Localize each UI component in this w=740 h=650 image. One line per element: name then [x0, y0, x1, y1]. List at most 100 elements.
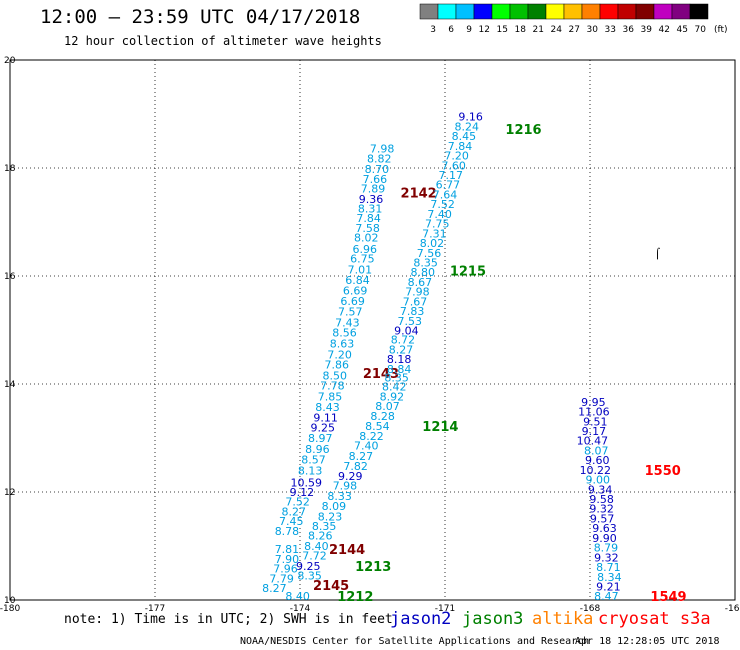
- y-tick-label: 16: [4, 272, 16, 282]
- swh-value-label: 9.21: [596, 581, 621, 594]
- swh-value-label: 8.71: [596, 561, 621, 574]
- footer-note: note: 1) Time is in UTC; 2) SWH is in fe…: [64, 612, 393, 627]
- buoy-marker-icon: ⌠: [655, 247, 660, 260]
- pass-time-label: 2145: [313, 579, 349, 594]
- swh-value-label: 7.45: [279, 515, 304, 528]
- swh-value-label: 6.77: [436, 179, 461, 192]
- swh-value-label: 7.90: [275, 553, 300, 566]
- swh-value-label: 7.86: [324, 359, 349, 372]
- swh-value-label: 9.00: [585, 474, 610, 487]
- colorbar-label: 21: [533, 25, 544, 35]
- swh-value-label: 7.78: [320, 380, 345, 393]
- colorbar-label: 24: [551, 25, 563, 35]
- swh-value-label: 8.22: [359, 430, 384, 443]
- swh-value-label: 10.22: [580, 464, 612, 477]
- swh-value-label: 8.07: [375, 400, 400, 413]
- map-subtitle: 12 hour collection of altimeter wave hei…: [64, 34, 382, 48]
- swh-value-label: 8.47: [594, 590, 619, 603]
- swh-value-label: 7.57: [338, 306, 363, 319]
- colorbar-label: 27: [569, 25, 580, 35]
- swh-value-label: 9.17: [582, 425, 607, 438]
- swh-value-label: 9.29: [338, 470, 363, 483]
- swh-value-label: 7.20: [327, 348, 352, 361]
- pass-time-label: 1212: [337, 590, 373, 605]
- swh-value-label: 7.43: [335, 316, 360, 329]
- swh-value-label: 8.57: [301, 454, 326, 467]
- swh-value-label: 7.85: [318, 390, 343, 403]
- swh-value-label: 8.40: [285, 590, 310, 603]
- swh-value-label: 8.45: [452, 130, 477, 143]
- swh-value-label: 8.27: [389, 343, 414, 356]
- swh-value-label: 8.43: [315, 401, 340, 414]
- y-tick-label: 18: [4, 164, 16, 174]
- pass-time-label: 1549: [650, 590, 686, 605]
- x-tick-label: -165: [725, 604, 740, 614]
- swh-value-label: 7.89: [361, 183, 386, 196]
- swh-value-label: 9.90: [592, 532, 617, 545]
- swh-value-label: 7.52: [430, 198, 455, 211]
- pass-time-label: 2144: [329, 543, 365, 558]
- colorbar-label: 33: [605, 25, 616, 35]
- pass-time-label: 1216: [505, 123, 541, 138]
- swh-value-label: 7.98: [333, 480, 358, 493]
- swh-value-label: 8.24: [455, 120, 480, 133]
- swh-value-label: 7.40: [354, 440, 379, 453]
- swh-value-label: 8.09: [322, 500, 347, 513]
- swh-value-label: 6.69: [343, 285, 368, 298]
- swh-value-label: 7.67: [403, 295, 428, 308]
- swh-value-label: 8.13: [298, 464, 323, 477]
- mission-jason3: jason3: [462, 609, 524, 629]
- swh-value-label: 7.56: [417, 247, 442, 260]
- swh-value-label: 8.18: [387, 353, 412, 366]
- generated-timestamp: Apr 18 12:28:05 UTC 2018: [575, 636, 720, 647]
- colorbar-label: (ft): [714, 25, 728, 35]
- y-tick-label: 12: [4, 488, 15, 498]
- swh-value-label: 7.98: [370, 143, 395, 156]
- swh-value-label: 9.04: [394, 325, 419, 338]
- track-2145-2142: 8.277.797.967.907.818.787.458.277.529.12…: [262, 143, 437, 596]
- swh-value-label: 7.82: [343, 460, 368, 473]
- swh-value-label: 8.78: [275, 525, 300, 538]
- swh-value-label: 7.64: [433, 188, 458, 201]
- swh-value-label: 9.16: [458, 111, 483, 124]
- swh-value-label: 7.31: [422, 227, 447, 240]
- colorbar-label: 70: [695, 25, 707, 35]
- colorbar-swatch: [689, 3, 709, 20]
- swh-value-label: 8.72: [391, 334, 416, 347]
- colorbar-swatch: [617, 3, 637, 20]
- swh-value-label: 9.11: [313, 411, 338, 424]
- swh-value-label: 8.50: [323, 369, 348, 382]
- swh-value-label: 7.84: [448, 140, 473, 153]
- swh-value-label: 8.92: [380, 390, 405, 403]
- pass-time-label: 1215: [450, 265, 486, 280]
- colorbar-label: 36: [623, 25, 635, 35]
- colorbar-swatch: [563, 3, 583, 20]
- swh-value-label: 7.52: [285, 496, 310, 509]
- swh-value-label: 10.59: [291, 476, 323, 489]
- swh-value-label: 8.33: [327, 490, 352, 503]
- swh-value-label: 8.97: [308, 432, 333, 445]
- pass-time-label: 1214: [422, 420, 458, 435]
- swh-value-label: 9.34: [588, 483, 613, 496]
- swh-value-label: 8.79: [594, 542, 619, 555]
- colorbar-swatch: [599, 3, 619, 20]
- swh-value-label: 9.32: [589, 503, 614, 516]
- swh-value-label: 8.56: [332, 327, 357, 340]
- swh-value-label: 7.72: [302, 550, 327, 563]
- colorbar-label: 12: [479, 25, 490, 35]
- map-title: 12:00 – 23:59 UTC 04/17/2018: [40, 6, 361, 28]
- color-scale-legend: 3 6 9 12 15 18 21 24 27 30 33 36 39 42 45 70 (ft): [419, 3, 728, 35]
- swh-value-label: 8.96: [305, 443, 330, 456]
- swh-value-label: 8.35: [384, 372, 409, 385]
- colorbar-label: 15: [497, 25, 508, 35]
- swh-value-label: 8.54: [365, 420, 390, 433]
- colorbar-label: 45: [677, 25, 688, 35]
- swh-value-label: 11.06: [578, 406, 610, 419]
- swh-value-label: 7.98: [405, 286, 430, 299]
- swh-value-label: 9.32: [594, 551, 619, 564]
- colorbar-label: 39: [641, 25, 653, 35]
- colorbar-swatch: [671, 3, 691, 20]
- swh-value-label: 6.69: [340, 295, 365, 308]
